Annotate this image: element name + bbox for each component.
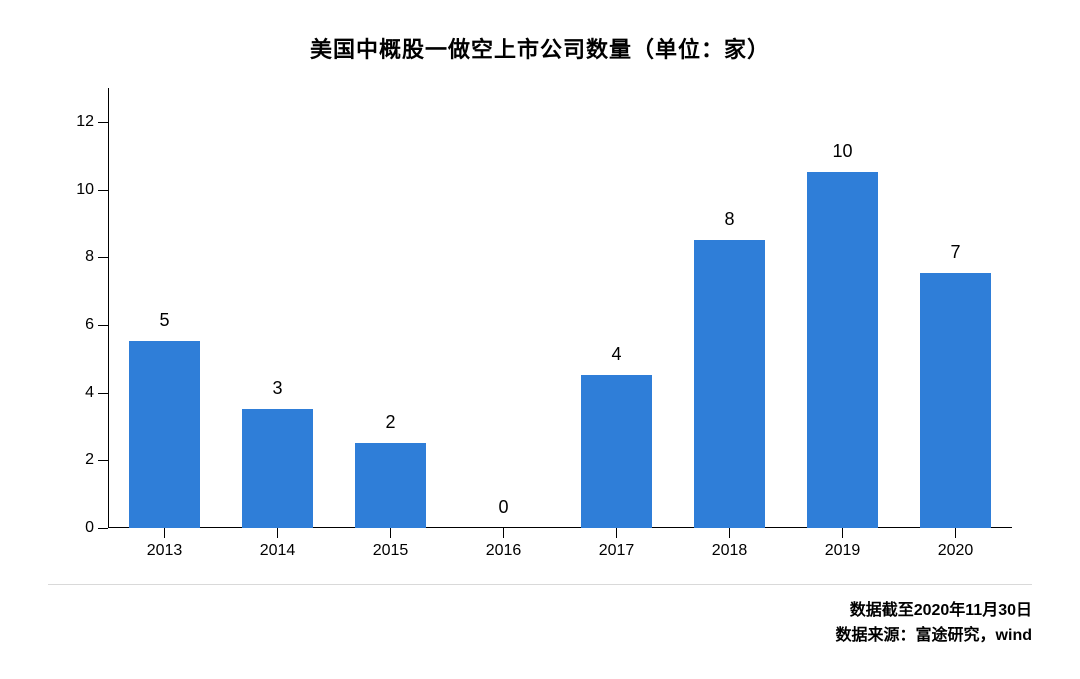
y-tick-label: 8	[58, 248, 94, 266]
bar	[355, 443, 425, 528]
footer-line-2: 数据来源：富途研究，wind	[48, 624, 1032, 649]
x-tick	[390, 528, 391, 538]
chart-footer: 数据截至2020年11月30日 数据来源：富途研究，wind	[48, 599, 1032, 649]
y-tick	[98, 122, 108, 123]
bar-value-label: 10	[832, 141, 852, 162]
chart-container: 美国中概股一做空上市公司数量（单位：家） 5201332014220150201…	[0, 0, 1080, 679]
bar-slot: 32014	[242, 88, 312, 528]
x-tick	[164, 528, 165, 538]
bar-slot: 82018	[694, 88, 764, 528]
bar	[920, 273, 990, 528]
x-tick	[616, 528, 617, 538]
bar-value-label: 4	[611, 344, 621, 365]
bars-layer: 52013 32014 22015 02016 42017 82018 102019 7202…	[108, 88, 1012, 528]
x-tick-label: 2019	[825, 542, 861, 560]
plot-area: 52013 32014 22015 02016 42017 82018 102019 7202…	[108, 88, 1012, 528]
bar-slot: 42017	[581, 88, 651, 528]
bar	[581, 375, 651, 528]
bar-value-label: 0	[498, 497, 508, 518]
bar-slot: 22015	[355, 88, 425, 528]
bar-slot: 72020	[920, 88, 990, 528]
x-tick	[955, 528, 956, 538]
bar	[129, 341, 199, 528]
bar-value-label: 8	[724, 209, 734, 230]
x-tick	[842, 528, 843, 538]
x-tick-label: 2013	[147, 542, 183, 560]
y-tick	[98, 325, 108, 326]
y-tick-label: 12	[58, 113, 94, 131]
y-tick	[98, 460, 108, 461]
y-tick-label: 2	[58, 451, 94, 469]
footer-divider	[48, 584, 1032, 585]
x-tick-label: 2016	[486, 542, 522, 560]
bar	[807, 172, 877, 528]
chart-title: 美国中概股一做空上市公司数量（单位：家）	[48, 32, 1032, 64]
bar-slot: 52013	[129, 88, 199, 528]
x-tick-label: 2014	[260, 542, 296, 560]
bar-value-label: 2	[385, 412, 395, 433]
bar-slot: 02016	[468, 88, 538, 528]
y-tick-label: 10	[58, 181, 94, 199]
bar-value-label: 5	[159, 310, 169, 331]
x-tick-label: 2017	[599, 542, 635, 560]
y-tick	[98, 257, 108, 258]
bar-value-label: 7	[950, 242, 960, 263]
footer-line-1: 数据截至2020年11月30日	[48, 599, 1032, 624]
bar	[694, 240, 764, 528]
bar-slot: 102019	[807, 88, 877, 528]
x-tick	[277, 528, 278, 538]
y-tick-label: 0	[58, 519, 94, 537]
y-tick	[98, 190, 108, 191]
x-tick	[729, 528, 730, 538]
x-tick	[503, 528, 504, 538]
x-tick-label: 2015	[373, 542, 409, 560]
bar	[242, 409, 312, 528]
x-tick-label: 2018	[712, 542, 748, 560]
bar-value-label: 3	[272, 378, 282, 399]
y-tick	[98, 393, 108, 394]
x-tick-label: 2020	[938, 542, 974, 560]
y-tick	[98, 528, 108, 529]
y-tick-label: 4	[58, 384, 94, 402]
y-tick-label: 6	[58, 316, 94, 334]
